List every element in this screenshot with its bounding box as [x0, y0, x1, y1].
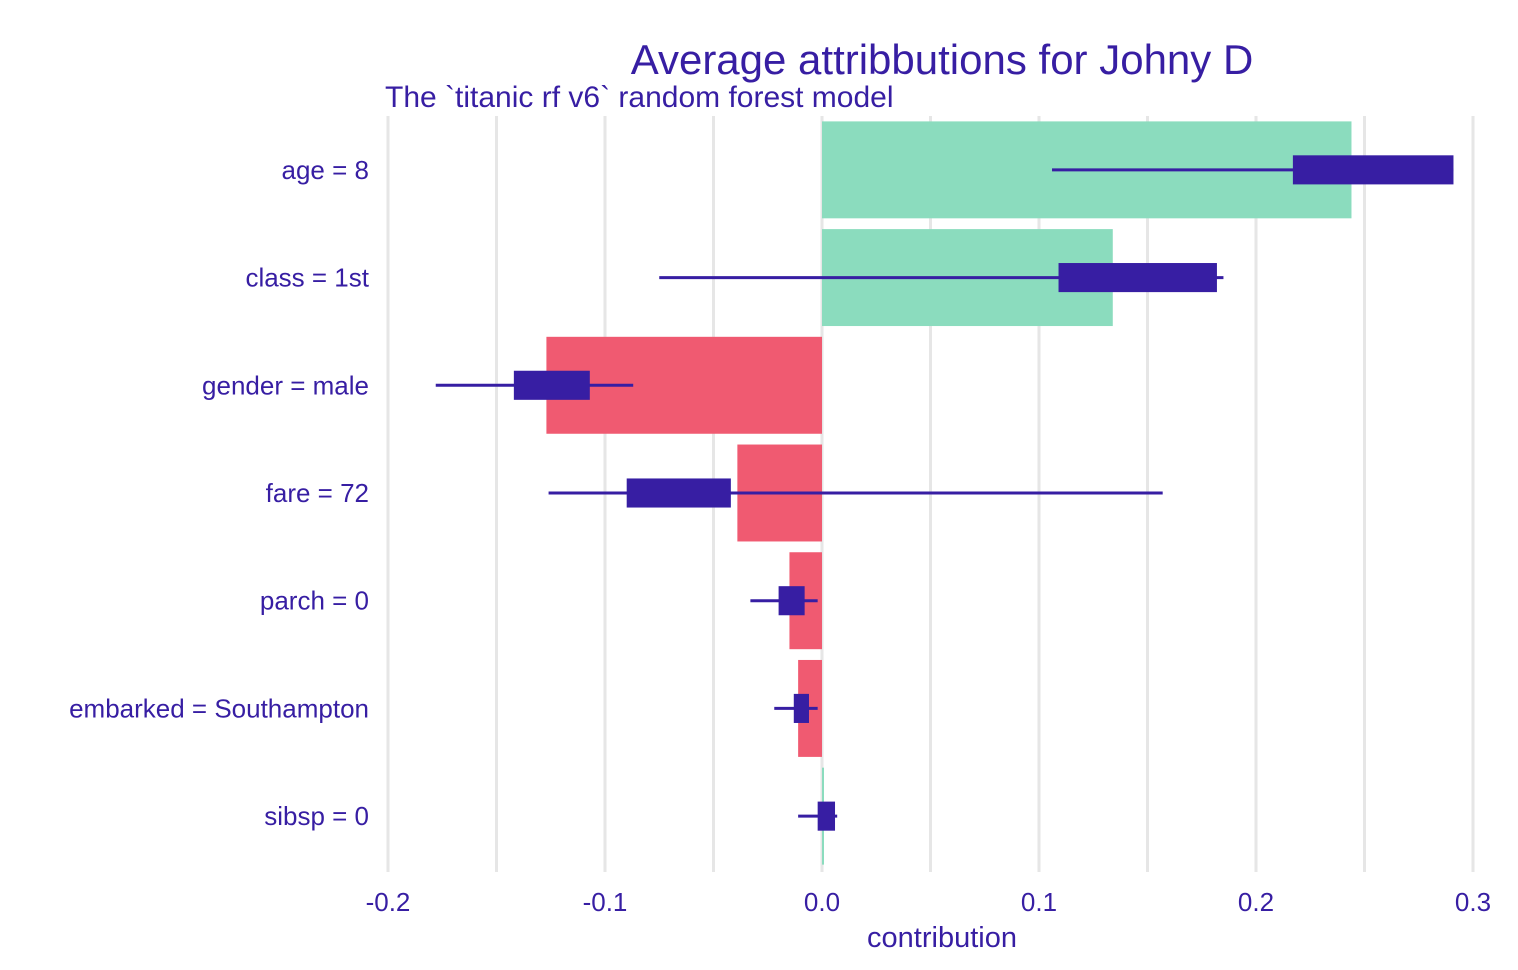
y-tick-label-5: embarked = Southampton	[69, 693, 369, 723]
chart-title: Average attribbutions for Johny D	[631, 36, 1254, 83]
box-iqr-3	[626, 478, 731, 508]
box-iqr-2	[513, 370, 590, 400]
box-layer	[435, 155, 1454, 831]
x-tick-label-4: 0.0	[804, 887, 840, 917]
x-tick-label-2: -0.1	[583, 887, 628, 917]
chart-subtitle: The `titanic rf v6` random forest model	[385, 81, 894, 114]
y-tick-label-2: gender = male	[202, 370, 369, 400]
x-tick-label-6: 0.1	[1021, 887, 1057, 917]
x-tick-label-10: 0.3	[1455, 887, 1491, 917]
x-tick-label-8: 0.2	[1238, 887, 1274, 917]
x-tick-label-0: -0.2	[366, 887, 411, 917]
box-iqr-1	[1058, 263, 1217, 293]
y-tick-label-6: sibsp = 0	[264, 801, 369, 831]
x-axis-title: contribution	[867, 922, 1017, 954]
x-axis-labels: -0.2 -0.1 0.0 0.1 0.2 0.3	[366, 887, 1491, 917]
box-iqr-6	[817, 801, 836, 831]
y-axis-labels: age = 8 class = 1st gender = male fare = 72…	[69, 155, 370, 831]
y-tick-label-4: parch = 0	[260, 586, 369, 616]
box-iqr-0	[1292, 155, 1454, 185]
box-iqr-4	[778, 586, 805, 616]
box-iqr-5	[793, 693, 809, 723]
y-tick-label-3: fare = 72	[266, 478, 369, 508]
y-tick-label-0: age = 8	[282, 155, 369, 185]
y-tick-label-1: class = 1st	[245, 263, 369, 293]
